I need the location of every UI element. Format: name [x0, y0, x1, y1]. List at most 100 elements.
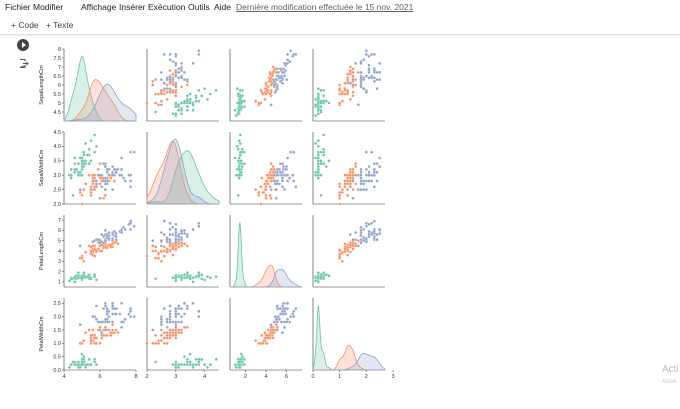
- scatter-point: [91, 182, 95, 186]
- scatter-point: [240, 165, 244, 169]
- scatter-point: [237, 156, 241, 160]
- scatter-point: [338, 185, 342, 189]
- scatter-point: [356, 103, 360, 107]
- scatter-point: [151, 79, 155, 83]
- scatter-point: [364, 224, 368, 228]
- menu-execution[interactable]: Exécution: [148, 2, 186, 12]
- scatter-point: [73, 156, 77, 160]
- scatter-point: [272, 167, 276, 171]
- scatter-point: [269, 188, 273, 192]
- scatter-point: [171, 333, 175, 337]
- scatter-point: [351, 78, 355, 82]
- scatter-point: [171, 225, 175, 229]
- add-code-button[interactable]: + Code: [11, 20, 39, 30]
- scatter-point: [359, 241, 363, 245]
- scatter-point: [314, 279, 318, 283]
- scatter-point: [174, 52, 178, 56]
- scatter-point: [277, 167, 281, 171]
- menu-affichage[interactable]: Affichage: [81, 2, 117, 12]
- scatter-point: [372, 229, 376, 233]
- scatter-point: [103, 193, 107, 197]
- scatter-point: [191, 103, 195, 107]
- scatter-point: [197, 274, 201, 278]
- scatter-point: [120, 301, 124, 305]
- scatter-point: [276, 74, 280, 78]
- menu-inserer[interactable]: Insérer: [119, 2, 146, 12]
- scatter-point: [238, 162, 242, 166]
- scatter-point: [264, 188, 268, 192]
- scatter-point: [280, 304, 284, 308]
- x-tick-label: 2: [145, 374, 148, 380]
- scatter-point: [278, 312, 282, 316]
- scatter-point: [259, 202, 263, 206]
- scatter-point: [84, 159, 88, 163]
- scatter-point: [87, 328, 91, 332]
- scatter-point: [372, 219, 376, 223]
- scatter-point: [159, 333, 163, 337]
- scatter-point: [348, 182, 352, 186]
- play-circle-icon[interactable]: [17, 39, 29, 51]
- scatter-point: [85, 153, 89, 157]
- scatter-point: [346, 188, 350, 192]
- scatter-point: [180, 276, 184, 280]
- scatter-point: [93, 357, 97, 361]
- scatter-point: [103, 179, 107, 183]
- scatter-point: [364, 221, 368, 225]
- menu-aide[interactable]: Aide: [214, 2, 232, 12]
- menu-fichier[interactable]: Fichier: [5, 2, 31, 12]
- scatter-point: [162, 233, 166, 237]
- scatter-point: [185, 99, 189, 103]
- scatter-point: [367, 76, 371, 80]
- scatter-point: [200, 94, 204, 98]
- scatter-point: [191, 365, 195, 369]
- scatter-point: [177, 70, 181, 74]
- x-tick-label: 3: [174, 374, 177, 380]
- scatter-point: [237, 105, 241, 109]
- scatter-point: [276, 70, 280, 74]
- y-tick-label: 2.5: [53, 187, 61, 193]
- scatter-point: [177, 67, 181, 71]
- scatter-point: [364, 173, 368, 177]
- scatter-point: [89, 277, 93, 281]
- scatter-point: [174, 307, 178, 311]
- scatter-point: [174, 328, 178, 332]
- scatter-point: [156, 256, 161, 260]
- menu-modifier[interactable]: Modifier: [33, 2, 64, 12]
- scatter-point: [171, 233, 175, 237]
- last-modified-link[interactable]: Dernière modification effectuée le 15 no…: [236, 2, 414, 12]
- scatter-point: [159, 78, 163, 82]
- scatter-point: [259, 88, 263, 92]
- scatter-point: [84, 331, 88, 335]
- y-axis-label: SepalLengthCm: [39, 65, 45, 105]
- y-tick-label: 6: [58, 228, 61, 234]
- scatter-point: [362, 182, 366, 186]
- scatter-point: [367, 165, 371, 169]
- scatter-point: [203, 363, 207, 367]
- scatter-point: [185, 94, 189, 98]
- scatter-point: [159, 99, 163, 103]
- scatter-point: [84, 141, 88, 146]
- scatter-point: [338, 193, 342, 197]
- scatter-point: [214, 357, 218, 361]
- scatter-point: [98, 241, 102, 245]
- add-text-button[interactable]: + Texte: [46, 20, 74, 30]
- toolbar: + Code + Texte: [0, 16, 680, 35]
- scatter-point: [85, 363, 89, 367]
- scatter-point: [260, 333, 264, 337]
- scatter-point: [112, 331, 116, 335]
- scatter-point: [168, 328, 172, 332]
- scatter-point: [359, 85, 363, 89]
- output-icon[interactable]: [18, 58, 29, 69]
- scatter-point: [288, 60, 292, 64]
- scatter-point: [348, 72, 352, 76]
- menu-outils[interactable]: Outils: [188, 2, 210, 12]
- scatter-point: [168, 309, 172, 313]
- scatter-point: [162, 219, 166, 223]
- watermark-line-2: Accè: [662, 378, 677, 385]
- scatter-point: [236, 92, 240, 96]
- scatter-point: [266, 328, 270, 332]
- scatter-point: [171, 331, 175, 335]
- scatter-point: [82, 153, 86, 157]
- scatter-point: [292, 309, 296, 313]
- scatter-point: [105, 312, 109, 316]
